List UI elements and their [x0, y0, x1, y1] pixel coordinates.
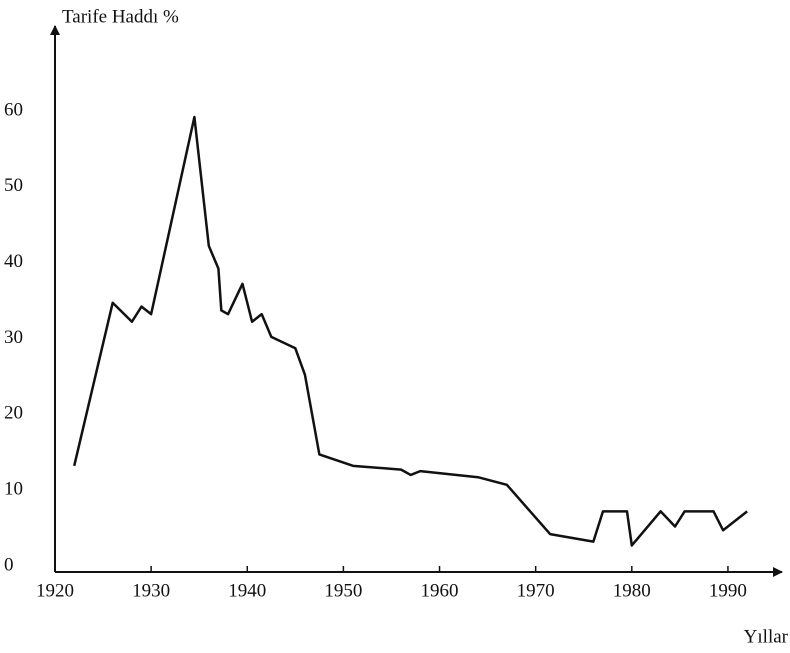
line-series: [73, 115, 748, 547]
x-tick-label: 1930: [132, 580, 170, 601]
x-tick-label: 1940: [228, 580, 266, 601]
y-tick-label: 50: [4, 175, 23, 196]
y-tick-label: 20: [4, 403, 23, 424]
y-axis-label: Tarife Haddı %: [62, 6, 179, 27]
x-axis-label: Yıllar: [744, 626, 789, 647]
y-tick-label: 10: [4, 479, 23, 500]
x-tick-label: 1950: [324, 580, 362, 601]
x-tick-label: 1960: [421, 580, 459, 601]
y-tick-label: 0: [4, 554, 14, 575]
y-tick-label: 40: [4, 251, 23, 272]
x-tick-label: 1920: [36, 580, 74, 601]
x-tick-label: 1980: [613, 580, 651, 601]
y-tick-label: 60: [4, 99, 23, 120]
x-tick-label: 1990: [709, 580, 747, 601]
y-tick-label: 30: [4, 327, 23, 348]
x-tick-label: 1970: [517, 580, 555, 601]
